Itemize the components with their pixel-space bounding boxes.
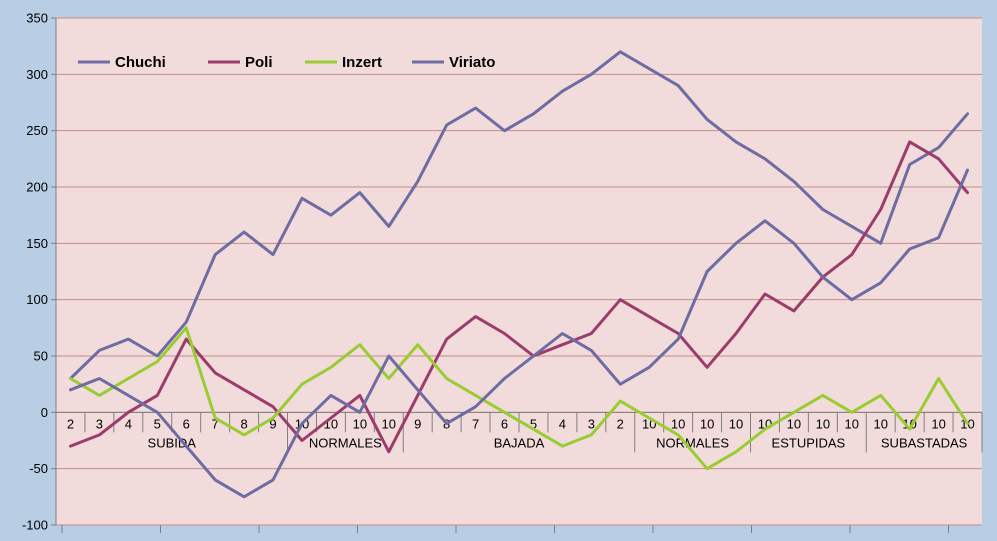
y-tick-label: 250 xyxy=(26,123,48,138)
x-tick-label: 10 xyxy=(845,416,859,431)
y-tick-label: 50 xyxy=(34,349,48,364)
x-tick-label: 5 xyxy=(530,416,537,431)
x-tick-label: 9 xyxy=(269,416,276,431)
x-tick-label: 9 xyxy=(414,416,421,431)
legend-label-viriato: Viriato xyxy=(449,54,495,71)
x-tick-label: 3 xyxy=(588,416,595,431)
x-tick-label: 2 xyxy=(617,416,624,431)
y-tick-label: 100 xyxy=(26,292,48,307)
group-label: NORMALES xyxy=(656,435,729,450)
y-tick-label: 200 xyxy=(26,180,48,195)
x-tick-label: 4 xyxy=(559,416,566,431)
y-tick-label: -50 xyxy=(29,461,48,476)
x-tick-label: 8 xyxy=(240,416,247,431)
x-tick-label: 10 xyxy=(729,416,743,431)
legend-label-chuchi: Chuchi xyxy=(115,54,166,71)
y-tick-label: 300 xyxy=(26,67,48,82)
x-tick-label: 10 xyxy=(787,416,801,431)
x-tick-label: 10 xyxy=(671,416,685,431)
series-line-viriato xyxy=(69,168,969,499)
x-tick-label: 5 xyxy=(154,416,161,431)
y-axis-labels: 350 300 250 200 150 100 50 0 -50 -100 xyxy=(22,11,57,533)
x-axis-labels: 2 3 4 5 6 7 8 9 10 10 10 10 9 8 7 6 5 4 3 2 10 10 10 10 10 10 10 10… xyxy=(55,411,983,533)
group-label: NORMALES xyxy=(309,435,382,450)
group-label: ESTUPIDAS xyxy=(772,435,846,450)
series-line-poli xyxy=(69,140,969,454)
series-line-inzert xyxy=(69,326,969,471)
x-tick-label: 4 xyxy=(125,416,132,431)
x-tick-label: 7 xyxy=(212,416,219,431)
series-lines xyxy=(69,50,969,499)
x-tick-label: 10 xyxy=(353,416,367,431)
y-tick-label: 350 xyxy=(26,11,48,26)
x-tick-label: 10 xyxy=(700,416,714,431)
legend: Chuchi Poli Inzert Viriato xyxy=(78,54,495,71)
legend-label-inzert: Inzert xyxy=(342,54,382,71)
series-line-chuchi xyxy=(69,50,969,380)
x-tick-label: 10 xyxy=(931,416,945,431)
x-tick-label: 10 xyxy=(873,416,887,431)
x-tick-label: 7 xyxy=(472,416,479,431)
x-tick-label: 3 xyxy=(96,416,103,431)
x-tick-label: 6 xyxy=(501,416,508,431)
y-tick-label: 150 xyxy=(26,236,48,251)
legend-label-poli: Poli xyxy=(245,54,273,71)
x-tick-label: 10 xyxy=(816,416,830,431)
group-label: SUBASTADAS xyxy=(881,435,968,450)
y-tick-label: -100 xyxy=(22,518,48,533)
x-tick-label: 6 xyxy=(183,416,190,431)
y-tick-label: 0 xyxy=(41,405,48,420)
x-tick-label: 10 xyxy=(382,416,396,431)
group-label: SUBIDA xyxy=(148,435,197,450)
x-tick-label: 2 xyxy=(67,416,74,431)
group-label: BAJADA xyxy=(494,435,545,450)
